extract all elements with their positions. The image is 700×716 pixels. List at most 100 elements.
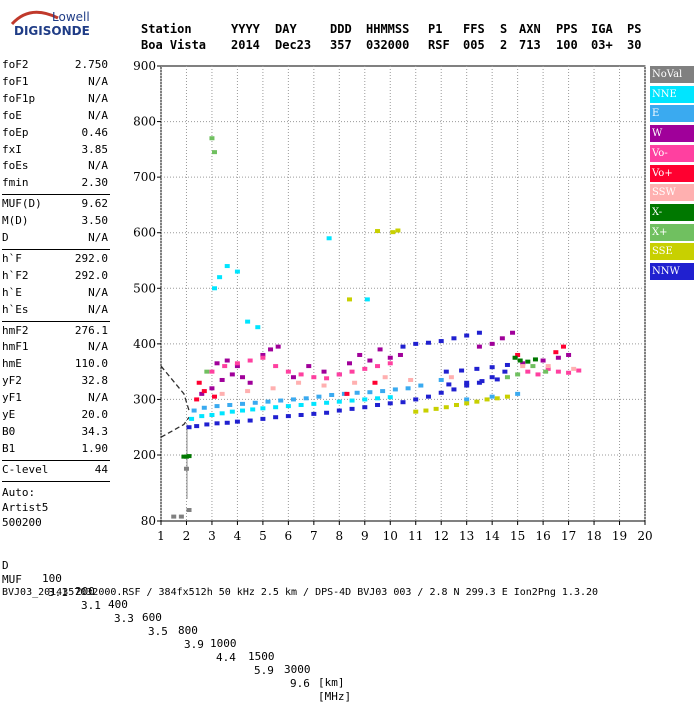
data-point — [446, 382, 452, 387]
data-point — [489, 365, 495, 370]
artist-code: 500200 — [2, 516, 42, 529]
param-value: N/A — [88, 108, 108, 122]
data-point — [303, 396, 309, 401]
data-point — [530, 364, 536, 369]
data-point — [234, 419, 240, 424]
legend-entry: Vo- — [650, 144, 694, 162]
data-point — [201, 389, 207, 394]
header-value: 032000 — [366, 38, 410, 52]
data-point — [189, 416, 195, 421]
distance-value: 100 — [42, 572, 62, 585]
data-point — [245, 389, 251, 394]
artist-version: Artist5 — [2, 501, 49, 514]
data-point — [476, 330, 482, 335]
distance-label: D — [2, 559, 9, 572]
data-point — [273, 364, 279, 369]
header-value: 30 — [627, 38, 642, 52]
data-point — [321, 383, 327, 388]
data-point — [535, 372, 541, 377]
data-point — [489, 341, 495, 346]
data-point — [375, 364, 381, 369]
param-value: N/A — [88, 159, 108, 173]
data-point — [209, 412, 215, 417]
legend-entry: X+ — [650, 223, 694, 241]
distance-value: 600 — [142, 611, 162, 624]
legend-entry: E — [650, 105, 694, 123]
x-tick-label: 9 — [361, 529, 369, 543]
param-key: h`Es — [2, 302, 29, 316]
data-point — [234, 364, 240, 369]
data-point — [352, 380, 358, 385]
data-point — [209, 369, 215, 374]
x-tick-label: 7 — [310, 529, 318, 543]
param-row: yF2 32.8 — [2, 374, 108, 391]
header-label: HHMMSS — [366, 22, 410, 36]
logo-swoosh-icon — [10, 10, 59, 26]
data-point — [515, 352, 521, 357]
param-key: fmin — [2, 176, 29, 190]
data-point — [316, 394, 322, 399]
param-key: yE — [2, 408, 16, 421]
data-point — [224, 264, 230, 269]
data-point — [515, 372, 521, 377]
data-point — [438, 377, 444, 382]
data-point — [479, 379, 485, 384]
data-point — [219, 391, 225, 396]
x-tick-label: 2 — [183, 529, 191, 543]
data-point — [474, 399, 480, 404]
param-row: fxI 3.85 — [2, 143, 108, 160]
param-row: foF1 N/A — [2, 75, 108, 92]
data-point — [183, 454, 189, 459]
param-row: M(D) 3.50 — [2, 214, 108, 231]
param-value: 292.0 — [74, 251, 108, 265]
param-row: hmE 110.0 — [2, 357, 108, 374]
param-row: h`E N/A — [2, 286, 108, 303]
header-value: RSF — [428, 38, 450, 52]
header-value: 2014 — [231, 38, 260, 52]
data-point — [555, 355, 561, 360]
data-point — [219, 377, 225, 382]
data-point — [525, 359, 531, 364]
data-point — [362, 366, 368, 371]
muf-value: 3.3 — [114, 612, 134, 625]
data-point — [311, 401, 317, 406]
data-point — [290, 397, 296, 402]
data-point — [451, 387, 457, 392]
param-row: foEp 0.46 — [2, 126, 108, 143]
param-separator — [2, 320, 110, 322]
data-point — [400, 344, 406, 349]
data-point — [464, 383, 470, 388]
param-value: 2.30 — [81, 176, 109, 190]
data-point — [171, 514, 177, 519]
data-point — [268, 347, 274, 352]
data-point — [443, 369, 449, 374]
data-point — [367, 390, 373, 395]
data-point — [178, 514, 184, 519]
header-value: Dec23 — [275, 38, 312, 52]
muf-value: 3.9 — [184, 638, 204, 651]
param-row: foF2 2.750 — [2, 58, 108, 75]
x-tick-label: 10 — [383, 529, 398, 543]
data-point — [377, 347, 383, 352]
param-value: 20.0 — [81, 408, 109, 421]
data-point — [204, 369, 210, 374]
data-point — [260, 406, 266, 411]
data-point — [240, 375, 246, 380]
data-point — [296, 380, 302, 385]
data-point — [326, 236, 332, 241]
data-point — [329, 392, 335, 397]
x-tick-label: 12 — [434, 529, 449, 543]
data-point — [234, 361, 240, 366]
data-point — [247, 380, 253, 385]
param-key: yF1 — [2, 391, 22, 405]
param-value: 2.750 — [74, 58, 108, 71]
data-point — [201, 405, 207, 410]
param-value: 3.85 — [81, 142, 109, 156]
distance-value: 1500 — [248, 650, 275, 663]
y-tick-label: 500 — [133, 281, 156, 295]
param-separator — [2, 459, 110, 461]
param-key: C-level — [2, 462, 49, 476]
data-point — [285, 404, 291, 409]
data-point — [448, 375, 454, 380]
header-label: IGA — [591, 22, 613, 36]
